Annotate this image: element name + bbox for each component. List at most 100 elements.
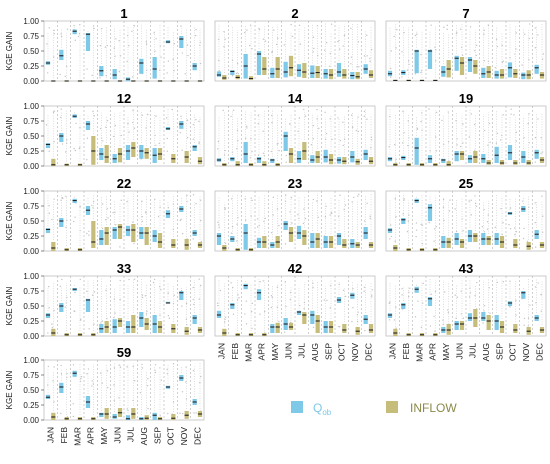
panel-title: 19 bbox=[459, 91, 473, 106]
qob-outlier-point bbox=[285, 161, 287, 163]
qob-outlier-point bbox=[323, 299, 325, 301]
qob-outlier-point bbox=[351, 201, 353, 203]
qob-outlier-point bbox=[524, 33, 526, 35]
qob-outlier-point bbox=[244, 313, 246, 315]
inflow-outlier-point bbox=[159, 314, 161, 316]
qob-outlier-point bbox=[72, 415, 75, 418]
inflow-outlier-point bbox=[53, 33, 55, 35]
qob-outlier-point bbox=[509, 57, 511, 59]
qob-box bbox=[45, 313, 51, 318]
qob-outlier-point bbox=[483, 208, 485, 211]
qob-outlier-point bbox=[193, 303, 195, 306]
qob-outlier-point bbox=[337, 117, 339, 119]
qob-box bbox=[534, 64, 539, 74]
qob-box bbox=[507, 301, 513, 306]
inflow-box bbox=[486, 315, 491, 330]
inflow-outlier-point bbox=[264, 310, 266, 313]
qob-outlier-point bbox=[455, 119, 457, 122]
qob-outlier-point bbox=[155, 144, 157, 146]
qob-outlier-point bbox=[495, 38, 498, 40]
qob-outlier-point bbox=[154, 371, 157, 374]
qob-box bbox=[296, 225, 302, 239]
inflow-outlier-point bbox=[489, 312, 491, 314]
inflow-outlier-point bbox=[358, 193, 360, 196]
inflow-outlier-point bbox=[199, 62, 202, 65]
qob-outlier-point bbox=[366, 202, 368, 204]
inflow-box bbox=[368, 70, 374, 78]
inflow-outlier-point bbox=[474, 294, 476, 297]
inflow-outlier-point bbox=[329, 118, 331, 120]
inflow-outlier-point bbox=[145, 43, 148, 45]
qob-outlier-point bbox=[537, 34, 539, 36]
qob-outlier-point bbox=[218, 38, 220, 41]
inflow-outlier-point bbox=[53, 198, 55, 200]
qob-outlier-point bbox=[285, 194, 287, 196]
qob-outlier-point bbox=[496, 45, 499, 48]
inflow-box bbox=[51, 412, 56, 420]
inflow-box bbox=[526, 160, 531, 165]
qob-outlier-point bbox=[444, 291, 446, 293]
inflow-box bbox=[288, 322, 294, 330]
inflow-outlier-point bbox=[132, 399, 134, 402]
inflow-box bbox=[315, 233, 320, 248]
inflow-outlier-point bbox=[66, 28, 69, 30]
inflow-outlier-point bbox=[475, 44, 478, 47]
qob-outlier-point bbox=[509, 280, 511, 282]
qob-outlier-point bbox=[231, 151, 234, 153]
qob-outlier-point bbox=[216, 302, 219, 304]
inflow-outlier-point bbox=[119, 298, 121, 301]
panel-1: 1 0.00 0.25 0.50 0.75 1.00 KGE GAIN bbox=[5, 6, 205, 86]
month-label-jun: JUN bbox=[454, 343, 464, 360]
qob-box bbox=[125, 145, 131, 160]
y-tick-label: 0.00 bbox=[23, 162, 39, 171]
qob-outlier-point bbox=[113, 298, 116, 300]
inflow-box bbox=[355, 72, 360, 80]
month-label-mar: MAR bbox=[72, 427, 82, 446]
inflow-outlier-point bbox=[541, 231, 544, 233]
inflow-outlier-point bbox=[198, 141, 200, 143]
inflow-outlier-point bbox=[434, 49, 437, 51]
qob-outlier-point bbox=[353, 196, 355, 199]
qob-outlier-point bbox=[509, 227, 512, 230]
legend-inflow-label: INFLOW bbox=[410, 401, 457, 415]
qob-box bbox=[45, 228, 51, 233]
qob-outlier-point bbox=[403, 31, 405, 34]
qob-box bbox=[427, 49, 433, 69]
inflow-outlier-point bbox=[500, 207, 502, 210]
panel-title: 2 bbox=[291, 6, 298, 21]
qob-box bbox=[216, 310, 222, 318]
qob-outlier-point bbox=[99, 44, 102, 47]
inflow-outlier-point bbox=[421, 224, 424, 226]
qob-outlier-point bbox=[127, 122, 129, 125]
qob-outlier-point bbox=[509, 306, 511, 308]
qob-outlier-point bbox=[73, 220, 75, 223]
qob-outlier-point bbox=[72, 403, 74, 405]
inflow-box bbox=[235, 161, 240, 166]
qob-box bbox=[296, 151, 302, 163]
qob-outlier-point bbox=[352, 306, 354, 309]
inflow-outlier-point bbox=[132, 365, 134, 368]
qob-outlier-point bbox=[258, 27, 260, 30]
qob-outlier-point bbox=[483, 29, 486, 31]
inflow-outlier-point bbox=[289, 291, 292, 294]
inflow-box bbox=[459, 239, 465, 248]
qob-outlier-point bbox=[113, 317, 115, 319]
qob-outlier-point bbox=[401, 287, 403, 290]
qob-outlier-point bbox=[495, 142, 498, 144]
inflow-outlier-point bbox=[119, 246, 121, 248]
inflow-outlier-point bbox=[278, 224, 280, 227]
inflow-outlier-point bbox=[236, 129, 239, 132]
qob-box bbox=[310, 65, 315, 78]
inflow-outlier-point bbox=[540, 310, 542, 312]
qob-box bbox=[59, 49, 64, 60]
inflow-box bbox=[262, 161, 267, 166]
qob-outlier-point bbox=[101, 320, 104, 322]
qob-outlier-point bbox=[273, 29, 275, 31]
inflow-outlier-point bbox=[53, 401, 55, 403]
qob-outlier-point bbox=[313, 47, 315, 50]
inflow-outlier-point bbox=[527, 325, 529, 327]
qob-box bbox=[112, 414, 117, 419]
qob-outlier-point bbox=[47, 384, 49, 386]
inflow-outlier-point bbox=[93, 27, 95, 30]
inflow-outlier-point bbox=[106, 120, 109, 122]
